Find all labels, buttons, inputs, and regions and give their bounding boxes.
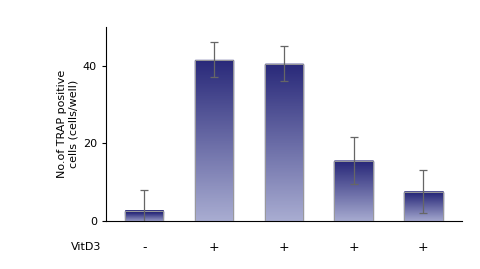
Y-axis label: No.of TRAP positive
cells (cells/well): No.of TRAP positive cells (cells/well) bbox=[57, 70, 78, 178]
Text: VitD3: VitD3 bbox=[71, 242, 101, 253]
Text: +: + bbox=[278, 241, 288, 254]
Bar bbox=[264, 64, 302, 221]
Text: +: + bbox=[417, 241, 428, 254]
Bar bbox=[194, 60, 233, 221]
Bar bbox=[403, 192, 442, 221]
Bar bbox=[334, 161, 372, 221]
Text: +: + bbox=[208, 241, 219, 254]
Text: -: - bbox=[142, 241, 146, 254]
Bar bbox=[125, 211, 163, 221]
Text: +: + bbox=[348, 241, 358, 254]
